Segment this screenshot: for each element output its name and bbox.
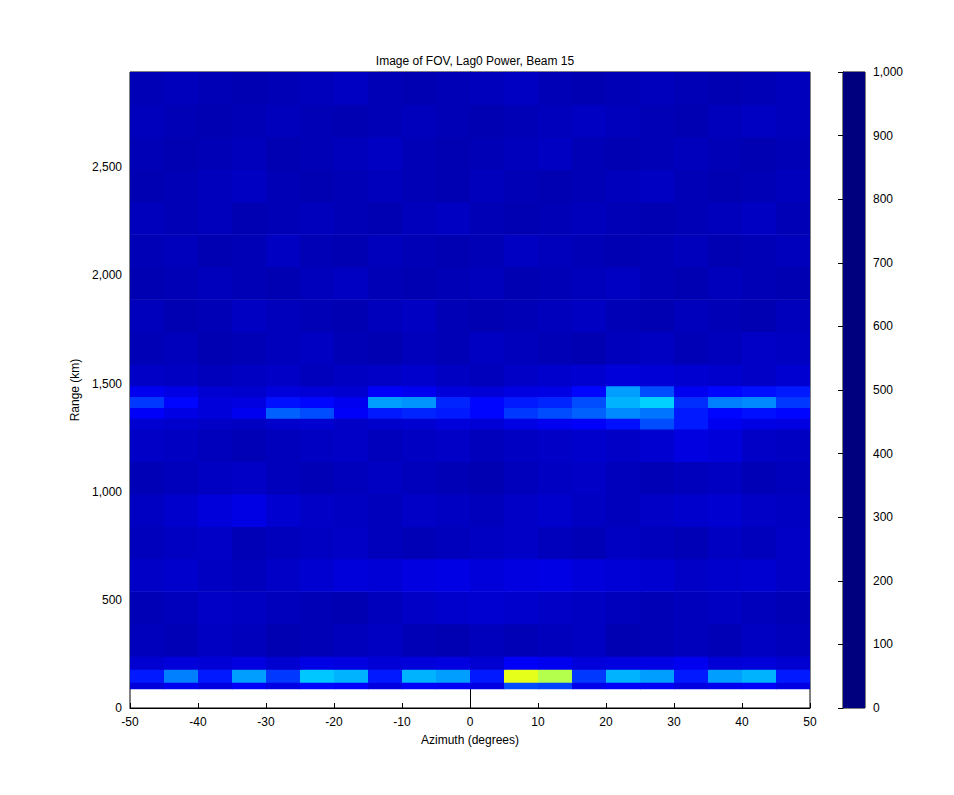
svg-text:1,000: 1,000 (873, 65, 903, 79)
svg-text:2,500: 2,500 (92, 160, 122, 174)
svg-text:50: 50 (803, 715, 817, 729)
svg-text:1,000: 1,000 (92, 485, 122, 499)
svg-text:0: 0 (873, 701, 880, 715)
svg-text:20: 20 (599, 715, 613, 729)
svg-text:600: 600 (873, 319, 893, 333)
svg-text:700: 700 (873, 256, 893, 270)
svg-text:-10: -10 (393, 715, 411, 729)
svg-text:400: 400 (873, 447, 893, 461)
svg-text:-50: -50 (121, 715, 139, 729)
svg-text:0: 0 (467, 715, 474, 729)
svg-text:-40: -40 (189, 715, 207, 729)
svg-text:500: 500 (102, 593, 122, 607)
svg-text:-30: -30 (257, 715, 275, 729)
svg-text:0: 0 (115, 701, 122, 715)
svg-text:10: 10 (531, 715, 545, 729)
svg-text:Image of FOV, Lag0 Power, Beam: Image of FOV, Lag0 Power, Beam 15 (376, 54, 575, 68)
svg-text:-20: -20 (325, 715, 343, 729)
svg-text:Range (km): Range (km) (68, 359, 82, 422)
svg-text:30: 30 (667, 715, 681, 729)
svg-text:100: 100 (873, 637, 893, 651)
svg-text:500: 500 (873, 383, 893, 397)
svg-text:1,500: 1,500 (92, 377, 122, 391)
svg-text:900: 900 (873, 129, 893, 143)
svg-text:40: 40 (735, 715, 749, 729)
svg-text:300: 300 (873, 510, 893, 524)
svg-text:800: 800 (873, 192, 893, 206)
svg-text:Azimuth (degrees): Azimuth (degrees) (421, 733, 519, 747)
svg-text:200: 200 (873, 574, 893, 588)
svg-text:2,000: 2,000 (92, 268, 122, 282)
